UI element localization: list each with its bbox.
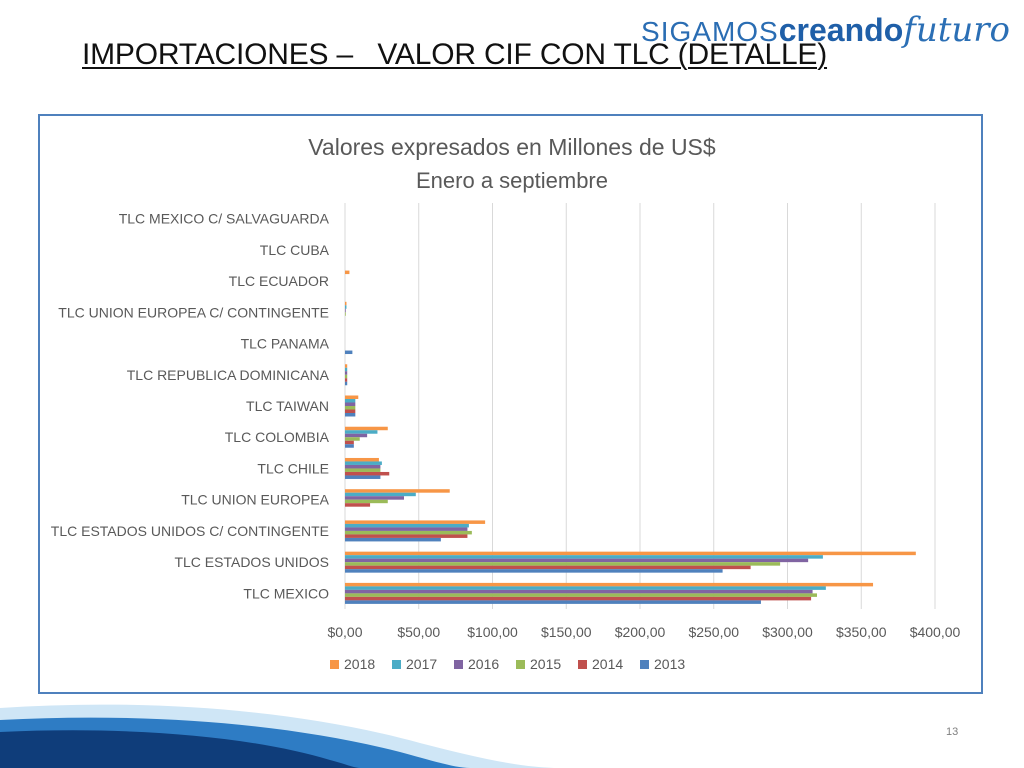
bar-2015 [345, 468, 381, 472]
bar-2015 [345, 406, 356, 410]
bar-2014 [345, 596, 812, 601]
bar-2015 [345, 593, 817, 597]
bar-2016 [345, 308, 346, 313]
bar-2018 [345, 426, 388, 431]
x-tick-label: $350,00 [836, 624, 887, 640]
bar-2017 [345, 492, 416, 497]
category-label: TLC PANAMA [241, 336, 330, 352]
legend-swatch-2017 [392, 660, 401, 669]
bar-2014 [345, 440, 354, 445]
brand-logo: SIGAMOS creando futuro [641, 10, 1010, 50]
bar-2016 [345, 402, 356, 406]
bar-2018 [345, 364, 348, 368]
category-label: TLC ESTADOS UNIDOS C/ CONTINGENTE [51, 523, 329, 539]
bar-2017 [345, 305, 347, 309]
bar-2018 [345, 489, 450, 493]
x-tick-label: $250,00 [688, 624, 739, 640]
legend-label: 2018 [344, 656, 375, 672]
legend-swatch-2014 [578, 660, 587, 669]
bar-2016 [345, 433, 368, 438]
bar-2015 [345, 530, 472, 535]
bar-2014 [345, 503, 371, 507]
category-label: TLC TAIWAN [246, 398, 329, 414]
bar-2013 [345, 413, 356, 417]
slide-title: IMPORTACIONES – VALOR CIF CON TLC (DETAL… [82, 38, 828, 71]
bar-2018 [345, 457, 379, 462]
legend-swatch-2018 [330, 660, 339, 669]
category-label: TLC ESTADOS UNIDOS [174, 554, 329, 570]
bar-2016 [345, 496, 404, 500]
legend-label: 2014 [592, 656, 623, 672]
legend-label: 2016 [468, 656, 499, 672]
chart-frame: Valores expresados en Millones de US$ Ene… [38, 114, 983, 694]
category-label: TLC CHILE [257, 460, 329, 476]
x-tick-label: $0,00 [327, 624, 362, 640]
brand-logo-part3: futuro [903, 10, 1010, 50]
page-number: 13 [946, 726, 959, 738]
bar-2018 [345, 520, 486, 524]
brand-logo-part2: creando [778, 12, 904, 48]
x-tick-label: $100,00 [467, 624, 518, 640]
bar-2016 [345, 527, 468, 531]
bar-2018 [345, 301, 347, 306]
bar-2016 [345, 464, 381, 469]
bar-2014 [345, 565, 751, 570]
legend-label: 2013 [654, 656, 685, 672]
bar-2013 [345, 444, 354, 448]
legend-label: 2015 [530, 656, 561, 672]
bar-2017 [345, 399, 356, 403]
category-label: TLC UNION EUROPEA [181, 492, 329, 508]
category-label: TLC UNION EUROPEA C/ CONTINGENTE [58, 304, 329, 320]
chart-title: Valores expresados en Millones de US$ [308, 134, 716, 160]
bar-2016 [345, 558, 809, 563]
bar-2013 [345, 569, 723, 573]
bar-2015 [345, 499, 388, 504]
bar-2018 [345, 270, 350, 275]
bar-2016 [345, 371, 348, 375]
category-label: TLC MEXICO [243, 585, 329, 601]
legend-swatch-2015 [516, 660, 525, 669]
bar-2017 [345, 586, 826, 590]
category-label: TLC CUBA [260, 242, 330, 258]
bar-2018 [345, 582, 874, 587]
legend-swatch-2013 [640, 660, 649, 669]
x-tick-label: $50,00 [397, 624, 440, 640]
category-label: TLC REPUBLICA DOMINICANA [127, 367, 330, 383]
chart-subtitle: Enero a septiembre [416, 168, 608, 193]
bar-2013 [345, 350, 353, 355]
category-label: TLC ECUADOR [229, 273, 329, 289]
bar-2017 [345, 555, 823, 559]
x-tick-label: $150,00 [541, 624, 592, 640]
category-label: TLC COLOMBIA [225, 429, 330, 445]
category-label: TLC MEXICO C/ SALVAGUARDA [119, 211, 330, 227]
x-tick-label: $200,00 [615, 624, 666, 640]
bar-2013 [345, 537, 441, 542]
bar-2013 [345, 475, 381, 479]
bar-2017 [345, 461, 382, 465]
bar-2015 [345, 374, 348, 379]
bar-2017 [345, 523, 469, 528]
bar-2015 [345, 437, 360, 441]
footer-swoosh [0, 704, 560, 768]
legend-swatch-2016 [454, 660, 463, 669]
bar-2014 [345, 409, 356, 413]
brand-logo-part1: SIGAMOS [641, 16, 779, 47]
bar-2017 [345, 367, 348, 372]
bar-2018 [345, 551, 916, 556]
bar-2015 [345, 562, 781, 566]
bar-2015 [345, 312, 346, 316]
bar-2013 [345, 600, 761, 604]
bar-2014 [345, 534, 468, 538]
bar-2014 [345, 378, 348, 382]
x-tick-label: $300,00 [762, 624, 813, 640]
bar-2018 [345, 395, 359, 399]
bar-2014 [345, 471, 390, 476]
x-tick-label: $400,00 [910, 624, 961, 640]
bar-2016 [345, 589, 813, 594]
bar-2017 [345, 430, 378, 434]
legend-label: 2017 [406, 656, 437, 672]
bar-chart: Valores expresados en Millones de US$ Ene… [51, 134, 961, 672]
bar-2013 [345, 381, 348, 386]
